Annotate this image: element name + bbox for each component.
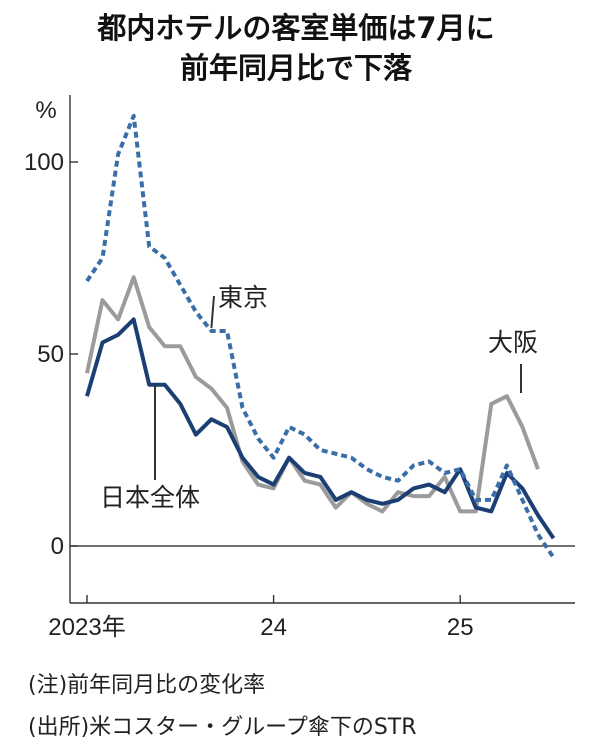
y-unit-label: % — [35, 97, 56, 124]
y-tick-label: 50 — [37, 341, 64, 368]
chart-source: (出所)米コスター・グループ傘下のSTR — [28, 715, 417, 740]
series-label-japan-total: 日本全体 — [100, 483, 200, 512]
leader-line-tokyo — [210, 295, 215, 329]
x-tick-label: 2023年 — [48, 614, 125, 641]
chart-note: (注)前年同月比の変化率 — [28, 673, 266, 698]
chart-axes: 0 50 100% 2023年 24 25 — [24, 95, 575, 641]
series-line-tokyo — [85, 113, 556, 559]
series-label-tokyo: 東京 — [218, 283, 268, 312]
y-tick-label: 100 — [24, 149, 64, 176]
chart-series-lines — [85, 113, 556, 559]
x-tick-label: 25 — [447, 614, 474, 641]
chart-title-line-1: 都内ホテルの客室単価は7月に — [97, 11, 495, 45]
chart-title: 都内ホテルの客室単価は7月に 前年同月比で下落 — [0, 8, 592, 88]
x-tick-label: 24 — [260, 614, 287, 641]
y-tick-label: 0 — [51, 533, 64, 560]
series-label-osaka: 大阪 — [488, 328, 538, 357]
series-line-japan-total — [85, 317, 556, 540]
series-line-osaka — [85, 275, 540, 514]
chart-title-line-2: 前年同月比で下落 — [179, 51, 412, 85]
